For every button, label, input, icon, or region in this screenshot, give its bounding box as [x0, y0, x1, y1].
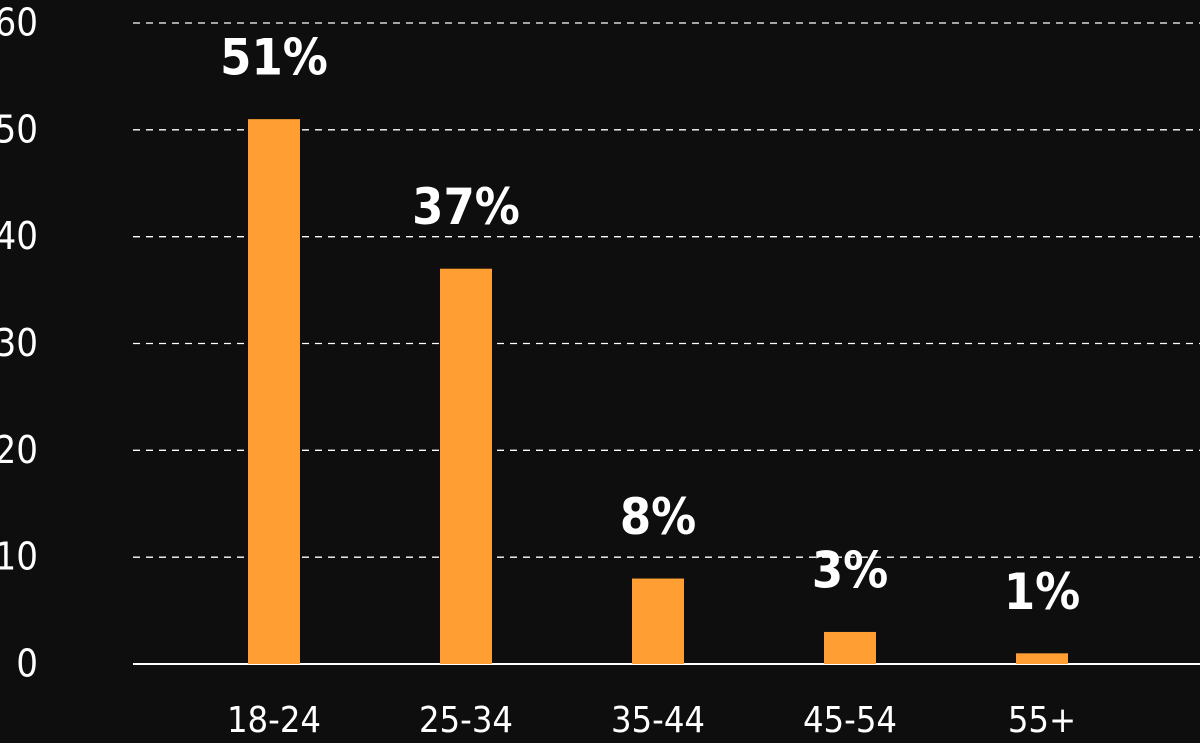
- value-label: 1%: [1004, 563, 1080, 621]
- bar: [824, 631, 876, 664]
- bar: [440, 268, 492, 664]
- y-tick-label: 20: [0, 428, 38, 472]
- y-tick-label: 30: [0, 321, 38, 365]
- value-label: 51%: [220, 29, 328, 87]
- x-tick-label: 35-44: [611, 700, 705, 741]
- value-label: 37%: [412, 178, 520, 236]
- x-tick-label: 18-24: [227, 700, 321, 741]
- bar: [1016, 653, 1068, 664]
- x-tick-label: 55+: [1008, 700, 1076, 741]
- y-tick-label: 40: [0, 214, 38, 258]
- value-label: 8%: [620, 488, 696, 546]
- bar: [248, 119, 300, 664]
- y-tick-label: 60: [0, 1, 38, 45]
- y-tick-label: 50: [0, 107, 38, 151]
- y-tick-label: 0: [16, 642, 38, 686]
- value-label: 3%: [812, 541, 888, 599]
- y-tick-label: 10: [0, 535, 38, 579]
- x-tick-label: 45-54: [803, 700, 897, 741]
- x-tick-label: 25-34: [419, 700, 513, 741]
- bar: [632, 578, 684, 664]
